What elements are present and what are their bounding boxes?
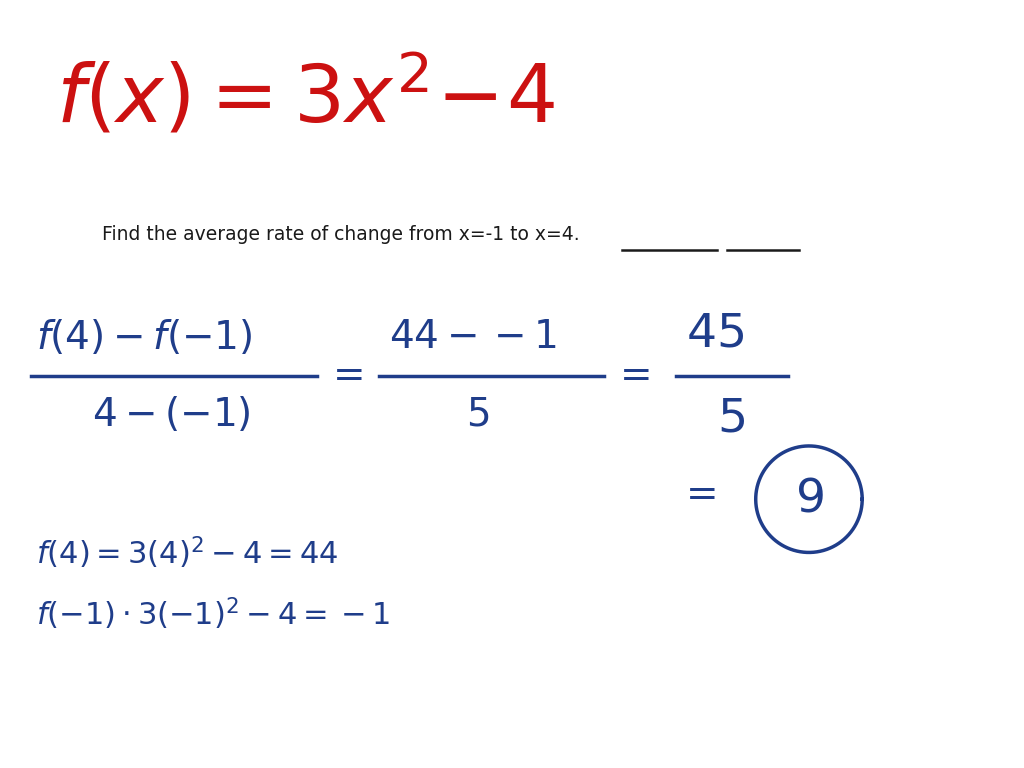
Text: $f(4) = 3(4)^2 - 4 = 44$: $f(4) = 3(4)^2 - 4 = 44$ bbox=[36, 535, 338, 571]
Text: $9$: $9$ bbox=[795, 477, 823, 521]
Text: =: = bbox=[333, 358, 366, 395]
Text: =: = bbox=[686, 477, 719, 514]
Text: $45$: $45$ bbox=[686, 312, 744, 356]
Text: $f(x) = 3x^2\!-\!4$: $f(x) = 3x^2\!-\!4$ bbox=[56, 52, 556, 140]
Text: $f(4) - f(-1)$: $f(4) - f(-1)$ bbox=[36, 319, 252, 357]
Text: $5$: $5$ bbox=[466, 396, 489, 433]
Text: =: = bbox=[620, 358, 652, 395]
Text: Find the average rate of change from x=-1 to x=4.: Find the average rate of change from x=-… bbox=[102, 225, 580, 243]
Text: $5$: $5$ bbox=[717, 396, 744, 441]
Text: $44 - -1$: $44 - -1$ bbox=[389, 319, 557, 356]
Text: $f(-1) \cdot 3(-1)^2 - 4 = -1$: $f(-1) \cdot 3(-1)^2 - 4 = -1$ bbox=[36, 596, 390, 633]
Text: $4 - (-1)$: $4 - (-1)$ bbox=[92, 396, 251, 434]
